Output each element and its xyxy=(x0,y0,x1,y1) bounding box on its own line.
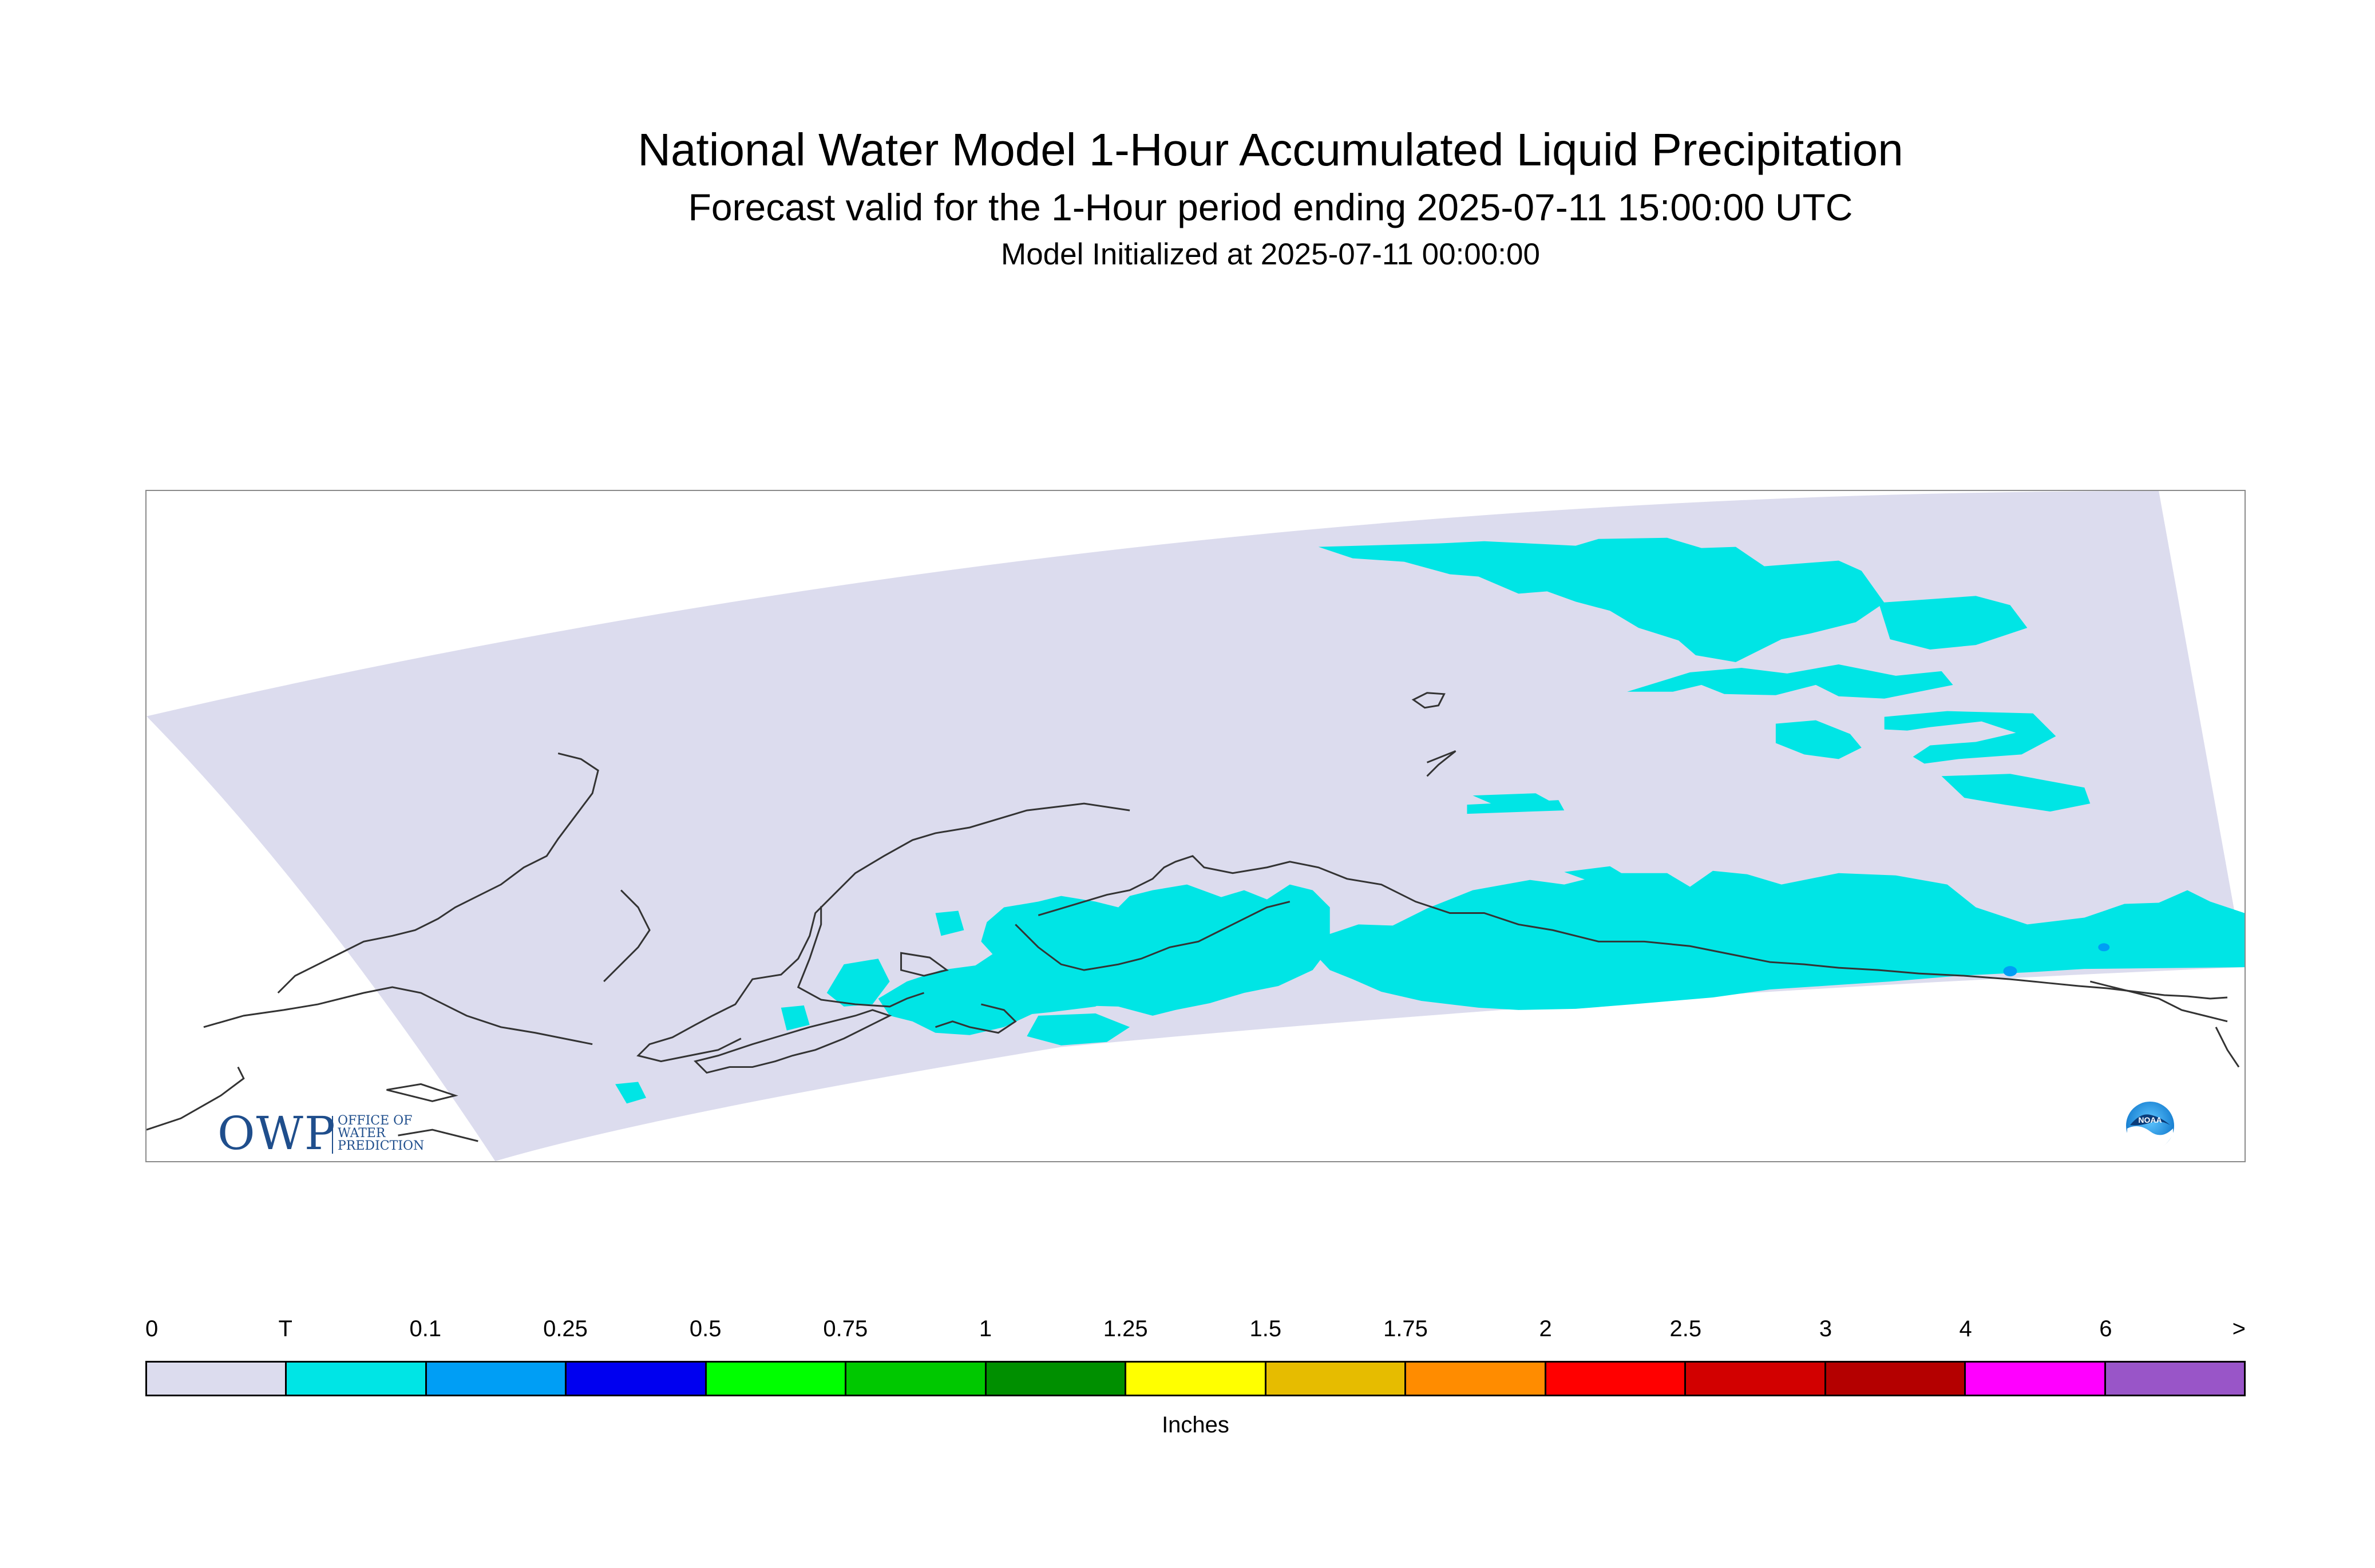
precipitation-map xyxy=(147,491,2245,1161)
model-initialized-text: Model Initialized at 2025-07-11 00:00:00 xyxy=(1001,237,1540,271)
coastline-east xyxy=(2089,980,2228,1023)
legend-tick-label: 1.75 xyxy=(1383,1316,1428,1341)
legend-tick-label: T xyxy=(278,1316,292,1341)
owp-logo-divider xyxy=(332,1116,333,1154)
legend-swatch xyxy=(1406,1363,1546,1395)
legend-swatch xyxy=(1686,1363,1826,1395)
legend-swatch xyxy=(1126,1363,1266,1395)
map-panel[interactable] xyxy=(145,490,2246,1162)
coastline-island-north xyxy=(1426,750,1456,777)
coastline-aleutian-west xyxy=(277,752,599,994)
legend-swatch xyxy=(1966,1363,2106,1395)
legend-tick-label: 2.5 xyxy=(1669,1316,1702,1341)
precip-area-west-patch xyxy=(958,965,1119,1017)
legend-swatch xyxy=(1826,1363,1966,1395)
precip-area-strip xyxy=(1467,800,1565,814)
precip-area-north xyxy=(1318,537,1885,662)
precip-area-northeast xyxy=(1878,596,2028,650)
coastline-kodiak xyxy=(694,1009,892,1074)
legend-swatch xyxy=(287,1363,427,1395)
legend-swatch xyxy=(846,1363,987,1395)
coastlines xyxy=(147,692,2240,1142)
precip-area-east-ring xyxy=(1884,711,2056,764)
legend-swatch xyxy=(1266,1363,1407,1395)
precip-area-southeast-left xyxy=(1564,866,1628,885)
noaa-logo-text: NOAA xyxy=(2138,1115,2162,1124)
coastline-sw-islands-2 xyxy=(398,1129,478,1142)
legend-tick-label: 1.5 xyxy=(1249,1316,1282,1341)
coastline-cook-inlet xyxy=(1015,901,1291,971)
precip-area-far-east xyxy=(1941,774,2091,812)
legend-tick-label: > xyxy=(2232,1316,2246,1341)
map-title: National Water Model 1-Hour Accumulated … xyxy=(638,124,1903,175)
owp-logo-letters: OWP xyxy=(217,1107,337,1160)
precip-area-south xyxy=(1027,1013,1130,1046)
owp-logo: OWP OFFICE OF WATER PREDICTION xyxy=(217,1107,424,1160)
legend-tick-label: 0.25 xyxy=(543,1316,588,1341)
precip-area-east-scatter xyxy=(1775,720,1862,759)
legend-tick-labels: 0 T 0.1 0.25 0.5 0.75 1 1.25 1.5 1.75 2 2.5 3 4 6 > xyxy=(145,1316,2246,1351)
legend-color-bar xyxy=(145,1361,2246,1396)
legend-tick-label: 0.75 xyxy=(823,1316,868,1341)
legend-tick-label: 0.5 xyxy=(689,1316,722,1341)
coastline-bristol-bay xyxy=(797,906,924,1008)
precip-area-inlet xyxy=(826,959,890,1007)
coastline-bay-west xyxy=(603,889,651,983)
legend-tick-label: 0 xyxy=(145,1316,159,1341)
legend-tick-label: 3 xyxy=(1819,1316,1832,1341)
legend-unit-label: Inches xyxy=(1162,1412,1229,1438)
legend-tick-label: 1 xyxy=(979,1316,992,1341)
coastline-kenai xyxy=(1038,855,2228,1000)
owp-logo-text: OFFICE OF WATER PREDICTION xyxy=(338,1115,429,1153)
coastline-lake-2 xyxy=(900,952,949,977)
forecast-valid-subtitle: Forecast valid for the 1-Hour period end… xyxy=(688,186,1853,228)
legend-swatch xyxy=(1546,1363,1687,1395)
owp-logo-line1: OFFICE OF xyxy=(338,1114,413,1128)
coastline-far-west xyxy=(203,986,593,1046)
legend-tick-label: 6 xyxy=(2099,1316,2112,1341)
legend-tick-label: 1.25 xyxy=(1103,1316,1148,1341)
coastline-islands xyxy=(935,1003,1017,1034)
heavier-precipitation-areas xyxy=(2003,943,2110,977)
coastline-alaska-peninsula xyxy=(636,802,1130,1063)
legend-swatch xyxy=(986,1363,1127,1395)
legend-swatch xyxy=(706,1363,847,1395)
legend-swatch xyxy=(567,1363,707,1395)
coastline-sw-islands xyxy=(386,1083,458,1102)
precipitation-areas xyxy=(615,537,2245,1104)
coastline-sw-outline xyxy=(147,1066,245,1131)
legend-tick-label: 0.1 xyxy=(409,1316,442,1341)
legend-swatch xyxy=(147,1363,287,1395)
legend-swatch xyxy=(426,1363,567,1395)
legend-swatch xyxy=(2105,1363,2245,1395)
precip-area-island xyxy=(615,1082,647,1104)
legend-tick-label: 2 xyxy=(1539,1316,1552,1341)
precip-area-southeast-main xyxy=(1312,870,2245,1010)
precip-area-tiny xyxy=(781,1005,810,1031)
model-domain-area xyxy=(147,491,2245,1161)
legend-tick-label: 4 xyxy=(1959,1316,1972,1341)
coastline-lake xyxy=(1411,692,1446,709)
precip-area-small-west xyxy=(935,910,964,936)
owp-logo-line2: WATER xyxy=(338,1126,386,1141)
coastline-far-east xyxy=(2215,1027,2240,1068)
noaa-logo-icon: NOAA xyxy=(2124,1100,2176,1151)
owp-logo-line3: PREDICTION xyxy=(338,1139,425,1153)
precip-area-east-band xyxy=(1627,664,1953,699)
